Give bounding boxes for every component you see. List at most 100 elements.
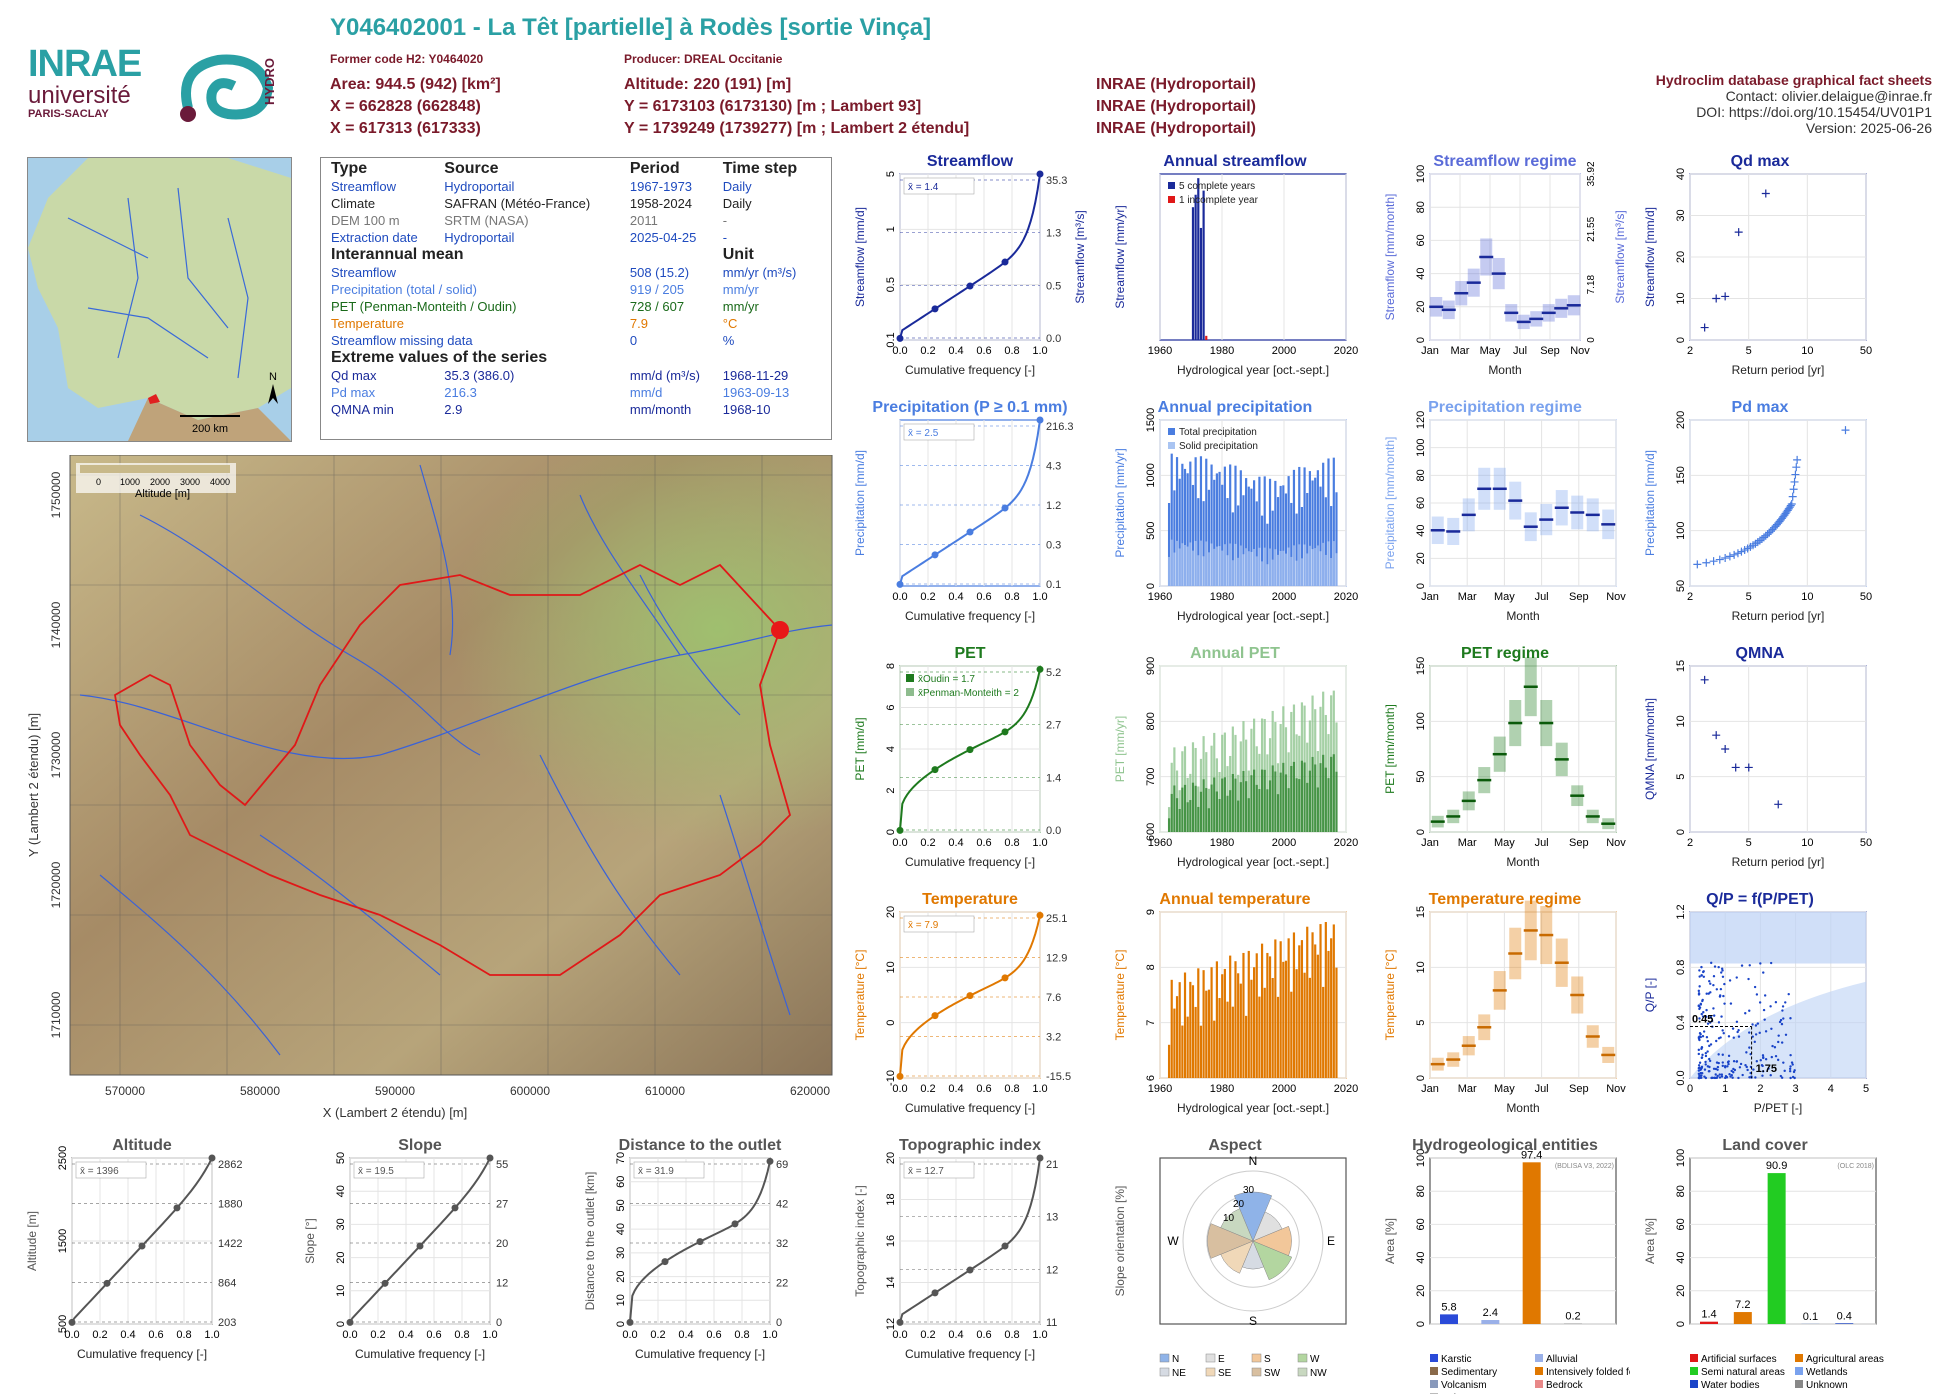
bar-inner <box>1269 548 1271 586</box>
quantile-label: 69 <box>776 1159 788 1171</box>
qp-point <box>1789 1068 1791 1070</box>
y-tick-label: 80 <box>1675 1185 1687 1197</box>
quantile-label: 5.2 <box>1046 667 1061 679</box>
qp-point <box>1705 1063 1707 1065</box>
qp-point <box>1774 1046 1776 1048</box>
map-ytick-3: 1740000 <box>49 601 63 648</box>
y-tick-label: 0 <box>1675 829 1687 835</box>
y-tick-label: 50 <box>335 1152 347 1164</box>
x-tick-label: 1960 <box>1148 345 1172 357</box>
map-xtick-1: 580000 <box>240 1084 280 1098</box>
y-tick-label: 2500 <box>57 1146 69 1170</box>
bar <box>1700 1322 1718 1324</box>
qp-point <box>1708 1070 1710 1072</box>
doi[interactable]: DOI: https://doi.org/10.15454/UV01P1 <box>1512 104 1932 120</box>
qp-point <box>1754 1076 1756 1078</box>
bar-inner <box>1325 555 1327 586</box>
ext0-label: Qd max <box>331 367 444 384</box>
bar-inner <box>1221 551 1223 586</box>
bar-inner <box>1226 555 1228 586</box>
chart-title: Temperature regime <box>1429 891 1582 908</box>
qp-point <box>1731 1074 1733 1076</box>
mean-label: x̄ = 1.4 <box>908 182 939 193</box>
bar-inner <box>1282 763 1284 832</box>
qp-point <box>1703 976 1705 978</box>
cdf-point <box>382 1280 389 1287</box>
y-tick-label: 0 <box>335 1321 347 1327</box>
row2-period: 2011 <box>630 212 723 229</box>
map-ytick-0: 1710000 <box>49 991 63 1038</box>
qp-mean-y-label: 0.45 <box>1692 1013 1713 1025</box>
row1-period: 1958-2024 <box>630 195 723 212</box>
qp-point <box>1747 978 1749 980</box>
bar-inner <box>1288 788 1290 832</box>
y-tick-label: 40 <box>335 1185 347 1197</box>
bar <box>1248 951 1250 1078</box>
quantile-label: 0.0 <box>1046 825 1061 837</box>
contact[interactable]: Contact: olivier.delaigue@inrae.fr <box>1512 88 1932 104</box>
y-tick-label: 0.8 <box>1675 960 1687 975</box>
scatter-point <box>1792 463 1800 471</box>
y-tick-label: 500 <box>1145 521 1157 539</box>
aspect-legend-label: SW <box>1264 1368 1281 1379</box>
qp-point <box>1736 1021 1738 1023</box>
bar <box>1335 968 1337 1078</box>
y93-text: Y = 6173103 (6173130) [m ; Lambert 93] <box>624 98 921 116</box>
bar <box>1258 997 1260 1078</box>
bar-inner <box>1210 543 1212 586</box>
y-tick-label: 40 <box>1675 1251 1687 1263</box>
bar-inner <box>1195 786 1197 832</box>
bar <box>1293 932 1295 1078</box>
x-tick-label: 2000 <box>1272 345 1296 357</box>
bar-inner <box>1330 757 1332 832</box>
bar-inner <box>1208 552 1210 586</box>
bar-inner <box>1277 794 1279 832</box>
row3-type: Extraction date <box>331 229 444 246</box>
qp-point <box>1698 1005 1700 1007</box>
cdf-point <box>932 551 939 558</box>
bar <box>1173 1009 1175 1078</box>
mean-label: x̄ = 31.9 <box>638 1166 674 1177</box>
qp-limit-zone <box>1690 912 1866 964</box>
x-tick-label: 50 <box>1860 591 1872 603</box>
x-axis-label: Return period [yr] <box>1732 855 1825 869</box>
scatter-point <box>1735 228 1743 236</box>
y-tick-label: 0.0 <box>1675 1070 1687 1085</box>
bar <box>1440 1314 1458 1324</box>
y-axis-label: Temperature [°C] <box>1113 950 1127 1041</box>
catchment-map-svg: 0 1000 2000 3000 4000 Altitude [m] 57000… <box>20 455 840 1125</box>
mean3-label: Temperature <box>331 315 630 332</box>
mean4-unit: % <box>723 332 821 349</box>
qp-point <box>1754 1041 1756 1043</box>
qp-point <box>1706 1050 1708 1052</box>
scatter-point <box>1693 560 1701 568</box>
x-tick-label: 50 <box>1860 345 1872 357</box>
y-tick-label: 0 <box>885 1020 897 1026</box>
x-tick-label: 10 <box>1801 591 1813 603</box>
cdf-point <box>1002 259 1009 266</box>
qp-point <box>1759 962 1761 964</box>
bar <box>1210 967 1212 1078</box>
y-axis-label: Temperature [°C] <box>853 950 867 1041</box>
y-axis-label: Slope [°] <box>303 1218 317 1264</box>
qp-point <box>1702 971 1704 973</box>
bar-inner <box>1229 543 1231 586</box>
y-axis-label: Precipitation [mm/yr] <box>1113 448 1127 557</box>
x-tick-label: 0.6 <box>976 1083 991 1095</box>
y-tick-label: 1500 <box>57 1229 69 1253</box>
y-axis-label: Precipitation [mm/d] <box>853 450 867 556</box>
bar-inner <box>1298 779 1300 832</box>
y-tick-label: 15 <box>1675 660 1687 672</box>
qp-point <box>1789 1077 1791 1079</box>
cdf-point <box>1002 1243 1009 1250</box>
quantile-label: 12 <box>496 1278 508 1290</box>
bar <box>1327 951 1329 1078</box>
x-tick-label: 0.2 <box>920 591 935 603</box>
y-tick-label: 16 <box>885 1235 897 1247</box>
y-tick-label: 1000 <box>1145 463 1157 487</box>
legend-label: x̄Oudin = 1.7 <box>918 674 975 685</box>
map-ytick-1: 1720000 <box>49 861 63 908</box>
